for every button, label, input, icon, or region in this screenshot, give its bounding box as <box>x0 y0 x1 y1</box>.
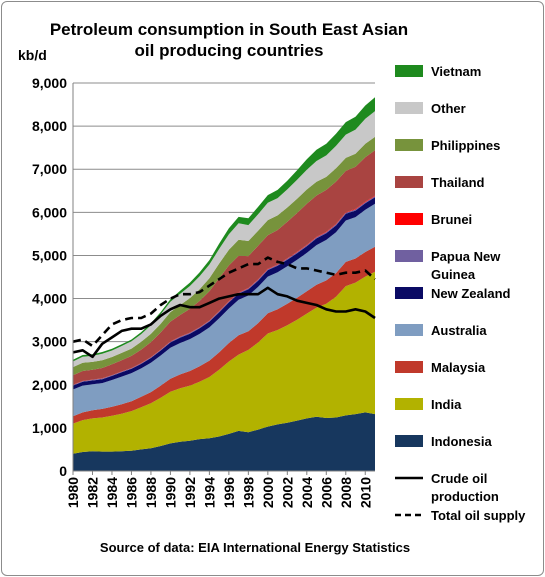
legend-swatch-new-zealand <box>395 287 423 299</box>
y-tick-label: 7,000 <box>32 161 67 177</box>
y-tick-label: 0 <box>59 463 67 479</box>
legend-swatch-australia <box>395 324 423 336</box>
legend-swatch-india <box>395 398 423 410</box>
y-tick-label: 8,000 <box>32 118 67 134</box>
area-new-zealand <box>73 197 375 390</box>
chart-title-line-1: Petroleum consumption in South East Asia… <box>50 20 408 39</box>
legend-label: Other <box>431 101 466 116</box>
legend-label: Thailand <box>431 175 485 190</box>
stacked-areas <box>73 97 375 471</box>
legend-label: Indonesia <box>431 434 492 449</box>
legend-swatch-philippines <box>395 139 423 151</box>
x-tick-label: 1992 <box>182 477 198 508</box>
legend-label: Malaysia <box>431 360 486 375</box>
area-indonesia <box>73 412 375 471</box>
legend-swatch-papua-new-guinea <box>395 250 423 262</box>
x-tick-label: 1994 <box>201 477 217 508</box>
line-crude-oil-production <box>72 286 376 359</box>
x-tick-label: 2004 <box>299 477 315 508</box>
area-australia <box>73 203 375 417</box>
legend-label: Philippines <box>431 138 500 153</box>
legend-label: Total oil supply <box>431 508 526 523</box>
y-tick-label: 3,000 <box>32 334 67 350</box>
legend-swatch-thailand <box>395 176 423 188</box>
legend-label: Crude oil <box>431 471 487 486</box>
legend-label: Papua New <box>431 249 501 264</box>
x-tick-label: 2000 <box>260 477 276 508</box>
area-india <box>73 271 375 454</box>
legend-swatch-other <box>395 102 423 114</box>
y-tick-label: 5,000 <box>32 247 67 263</box>
x-tick-label: 2010 <box>357 477 373 508</box>
legend-swatch-vietnam <box>395 65 423 77</box>
x-tick-label: 2006 <box>318 477 334 508</box>
legend-label: Brunei <box>431 212 472 227</box>
area-malaysia <box>73 246 375 424</box>
legend-swatch-indonesia <box>395 435 423 447</box>
y-tick-label: 9,000 <box>32 75 67 91</box>
supply-lines <box>72 256 376 359</box>
x-tick-label: 1984 <box>104 477 120 508</box>
line-total-oil-supply <box>72 256 376 348</box>
legend-swatch-malaysia <box>395 361 423 373</box>
legend: Vietnam Other Philippines Thailand Brunei Pap… <box>395 64 526 523</box>
y-tick-label: 2,000 <box>32 377 67 393</box>
legend-swatch-brunei <box>395 213 423 225</box>
x-tick-label: 2008 <box>338 477 354 508</box>
source-note: Source of data: EIA International Energy… <box>100 540 410 555</box>
y-tick-label: 6,000 <box>32 204 67 220</box>
x-tick-label: 1996 <box>221 477 237 508</box>
legend-label: Vietnam <box>431 64 481 79</box>
area-thailand <box>73 150 375 385</box>
y-tick-label: 1,000 <box>32 420 67 436</box>
legend-label: New Zealand <box>431 286 511 301</box>
x-tick-label: 1990 <box>162 477 178 508</box>
x-tick-label: 1986 <box>123 477 139 508</box>
area-vietnam <box>73 97 375 362</box>
y-tick-label: 4,000 <box>32 291 67 307</box>
x-tick-label: 2002 <box>279 477 295 508</box>
axes: 0 1,000 2,000 3,000 4,000 5,000 6,000 7,000 8,00… <box>32 75 375 508</box>
legend-label: Guinea <box>431 267 476 282</box>
area-philippines <box>73 136 375 376</box>
legend-label: production <box>431 489 499 504</box>
area-other <box>73 111 375 368</box>
x-tick-label: 1988 <box>143 477 159 508</box>
x-tick-label: 1982 <box>84 477 100 508</box>
y-axis-unit-label: kb/d <box>18 47 47 63</box>
legend-label: India <box>431 397 462 412</box>
x-tick-label: 1980 <box>65 477 81 508</box>
legend-label: Australia <box>431 323 487 338</box>
x-tick-label: 1998 <box>240 477 256 508</box>
chart-title-line-2: oil producing countries <box>135 41 324 60</box>
